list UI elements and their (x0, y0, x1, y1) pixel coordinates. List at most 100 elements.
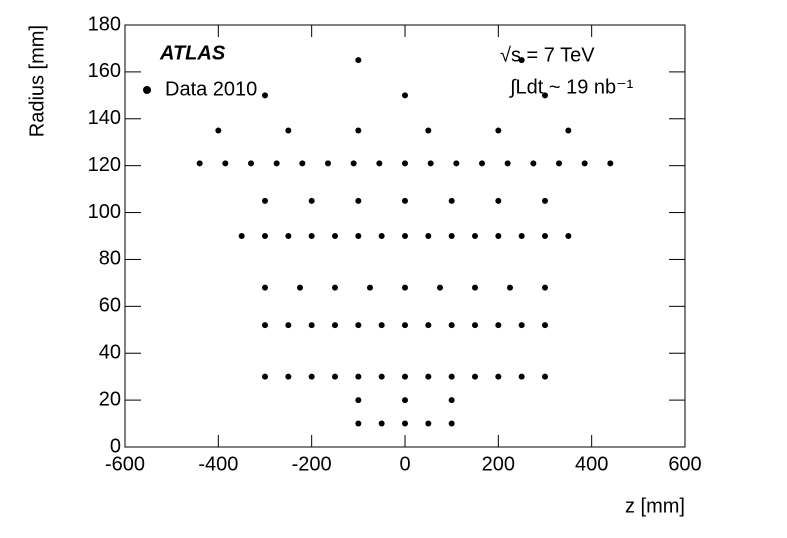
data-point (402, 233, 408, 239)
data-point (238, 233, 245, 239)
data-point (472, 233, 478, 239)
data-point (495, 322, 502, 329)
data-point (285, 233, 292, 239)
data-point (530, 160, 537, 167)
data-point (507, 284, 513, 291)
data-point (402, 92, 408, 99)
data-point (402, 284, 408, 291)
annotation: ∫Ldt ~ 19 nb⁻¹ (509, 76, 634, 98)
data-point (308, 322, 315, 329)
data-point (518, 57, 525, 64)
data-point (332, 322, 338, 329)
data-point (425, 373, 432, 380)
data-point (376, 160, 383, 167)
data-point (402, 373, 408, 380)
data-point (378, 420, 385, 427)
data-point (425, 127, 432, 134)
data-point (215, 127, 222, 134)
data-point (285, 322, 292, 329)
data-point (402, 397, 408, 404)
data-point (355, 420, 362, 427)
data-point (297, 284, 303, 291)
data-point (518, 373, 525, 380)
data-point (285, 373, 292, 380)
data-point (472, 373, 478, 380)
y-tick-label: 0 (110, 435, 121, 457)
data-point (518, 233, 525, 239)
data-point (565, 233, 572, 239)
data-point (495, 233, 502, 239)
data-point (402, 197, 408, 204)
data-point (453, 160, 460, 167)
data-point (262, 92, 268, 99)
data-point (355, 57, 362, 64)
data-point (355, 397, 362, 404)
data-point (222, 160, 229, 167)
data-point (196, 160, 203, 167)
data-point (425, 322, 432, 329)
data-point (308, 233, 315, 239)
chart-title: ATLAS (159, 42, 226, 64)
data-point (262, 373, 268, 380)
data-point (495, 197, 502, 204)
x-tick-label: -400 (198, 453, 238, 475)
data-point (308, 373, 315, 380)
data-point (402, 160, 408, 167)
data-point (448, 322, 455, 329)
data-point (504, 160, 511, 167)
x-axis-label: z [mm] (625, 495, 685, 517)
y-tick-label: 160 (88, 60, 121, 82)
data-point (285, 127, 292, 134)
data-point (472, 284, 478, 291)
data-point (355, 127, 362, 134)
y-tick-label: 100 (88, 201, 121, 223)
data-point (355, 322, 362, 329)
data-point (332, 233, 338, 239)
data-point (607, 160, 614, 167)
data-point (565, 127, 572, 134)
x-tick-label: -200 (292, 453, 332, 475)
data-point (448, 397, 455, 404)
x-tick-label: 400 (575, 453, 608, 475)
annotation: √s = 7 TeV (500, 44, 595, 66)
data-point (262, 233, 268, 239)
data-point (542, 322, 548, 329)
y-tick-label: 60 (99, 295, 121, 317)
data-point (425, 233, 432, 239)
data-point (355, 233, 362, 239)
data-point (378, 233, 385, 239)
data-point (308, 197, 315, 204)
x-tick-label: 600 (668, 453, 701, 475)
y-tick-label: 40 (99, 342, 121, 364)
data-point (542, 373, 548, 380)
data-point (518, 322, 525, 329)
data-point (448, 420, 455, 427)
data-point (448, 233, 455, 239)
data-point (332, 373, 338, 380)
x-tick-label: -600 (105, 453, 145, 475)
data-point (402, 322, 408, 329)
y-tick-label: 20 (99, 388, 121, 410)
data-point (448, 197, 455, 204)
data-point (542, 197, 548, 204)
y-tick-label: 120 (88, 154, 121, 176)
data-point (378, 373, 385, 380)
data-point (542, 284, 548, 291)
legend-marker (143, 86, 151, 94)
data-point (378, 322, 385, 329)
data-point (479, 160, 485, 167)
data-point (325, 160, 331, 167)
data-point (495, 373, 502, 380)
data-point (425, 420, 432, 427)
data-point (542, 233, 548, 239)
data-point (402, 420, 408, 427)
data-point (472, 322, 478, 329)
data-point (262, 197, 268, 204)
y-axis-label: Radius [mm] (26, 25, 48, 137)
data-point (262, 284, 268, 291)
y-tick-label: 180 (88, 13, 121, 35)
legend-label: Data 2010 (165, 78, 257, 100)
data-point (248, 160, 254, 167)
y-tick-label: 140 (88, 107, 121, 129)
